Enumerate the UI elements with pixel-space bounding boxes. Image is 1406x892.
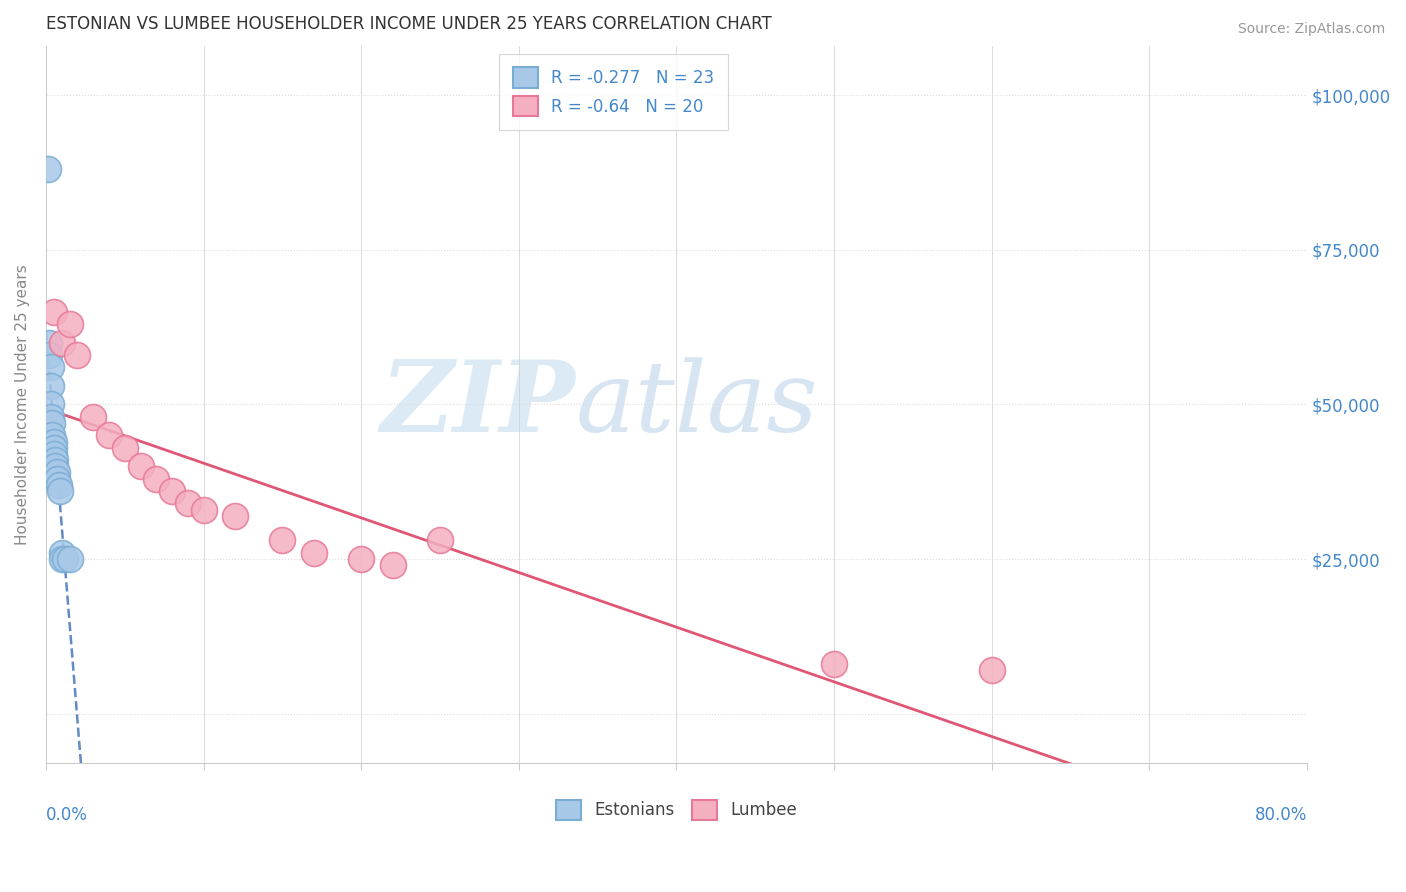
- Point: [53, 552, 76, 566]
- Point: [39, 379, 62, 393]
- Point: [823, 657, 845, 672]
- Text: ZIP: ZIP: [381, 356, 575, 452]
- Text: atlas: atlas: [575, 357, 818, 452]
- Point: [66, 348, 89, 362]
- Point: [49, 483, 72, 498]
- Point: [46, 472, 69, 486]
- Point: [48, 478, 70, 492]
- Point: [42, 441, 65, 455]
- Text: Source: ZipAtlas.com: Source: ZipAtlas.com: [1237, 22, 1385, 37]
- Point: [177, 496, 200, 510]
- Point: [39, 397, 62, 411]
- Point: [271, 533, 294, 548]
- Point: [381, 558, 404, 573]
- Text: ESTONIAN VS LUMBEE HOUSEHOLDER INCOME UNDER 25 YEARS CORRELATION CHART: ESTONIAN VS LUMBEE HOUSEHOLDER INCOME UN…: [46, 15, 772, 33]
- Point: [42, 434, 65, 449]
- Point: [98, 428, 121, 442]
- Point: [37, 441, 59, 455]
- Point: [51, 335, 73, 350]
- Point: [46, 466, 69, 480]
- Point: [44, 453, 66, 467]
- Point: [145, 472, 167, 486]
- Point: [42, 304, 65, 318]
- Legend: Estonians, Lumbee: Estonians, Lumbee: [550, 793, 803, 827]
- Point: [39, 360, 62, 375]
- Point: [41, 416, 63, 430]
- Point: [160, 483, 183, 498]
- Point: [38, 335, 60, 350]
- Point: [59, 552, 82, 566]
- Y-axis label: Householder Income Under 25 years: Householder Income Under 25 years: [15, 264, 30, 545]
- Point: [51, 546, 73, 560]
- Point: [51, 552, 73, 566]
- Point: [38, 348, 60, 362]
- Point: [193, 502, 215, 516]
- Text: 0.0%: 0.0%: [46, 806, 87, 824]
- Point: [224, 508, 246, 523]
- Point: [129, 459, 152, 474]
- Point: [37, 162, 59, 177]
- Point: [980, 664, 1002, 678]
- Point: [44, 459, 66, 474]
- Point: [59, 317, 82, 331]
- Point: [41, 428, 63, 442]
- Point: [82, 409, 104, 424]
- Point: [114, 441, 136, 455]
- Point: [39, 409, 62, 424]
- Text: 80.0%: 80.0%: [1254, 806, 1308, 824]
- Point: [350, 552, 373, 566]
- Point: [429, 533, 451, 548]
- Point: [42, 447, 65, 461]
- Point: [302, 546, 325, 560]
